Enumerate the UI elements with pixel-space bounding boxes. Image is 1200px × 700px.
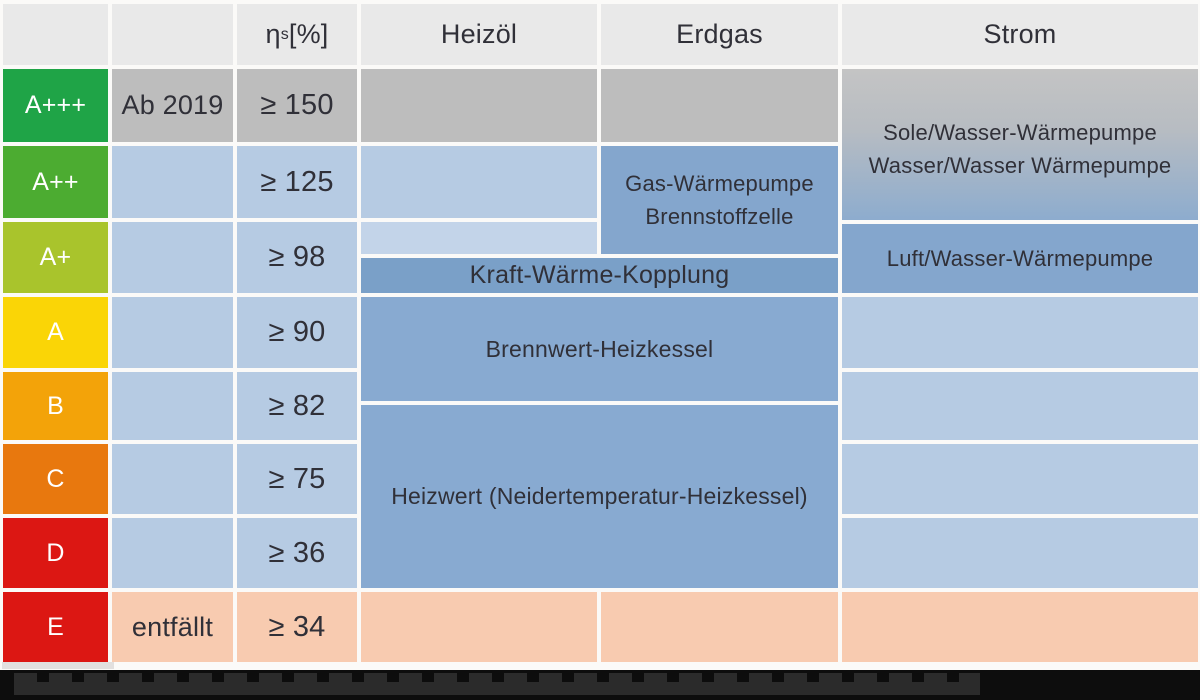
eta-unit: [%] [288, 19, 329, 49]
wasser-wasser-label: Wasser/Wasser Wärmepumpe [868, 153, 1172, 178]
threshold-a++: ≥ 125 [237, 146, 357, 218]
threshold-a+++: ≥ 150 [237, 69, 357, 142]
class-badge-b: B [3, 372, 108, 440]
erdgas-e-empty [601, 592, 838, 662]
header-note-column [112, 4, 233, 65]
heizoel-e-empty [361, 592, 597, 662]
class-badge-e: E [3, 592, 108, 662]
cell-gas-waermepumpe-brennstoffzelle: Gas-Wärmepumpe Brennstoffzelle [601, 146, 838, 254]
heizoel-a+++-empty [361, 69, 597, 142]
header-strom: Strom [842, 4, 1198, 65]
threshold-b: ≥ 82 [237, 372, 357, 440]
strom-c-empty [842, 444, 1198, 514]
eta-subscript: s [280, 25, 289, 43]
cropped-caption-glyph-tops [14, 673, 980, 697]
cell-brennwert-heizkessel: Brennwert-Heizkessel [361, 297, 838, 401]
gas-waermepumpe-label: Gas-Wärmepumpe [625, 171, 814, 196]
note-empty-c [112, 444, 233, 514]
class-badge-a+++: A+++ [3, 69, 108, 142]
header-erdgas: Erdgas [601, 4, 838, 65]
brennstoffzelle-label: Brennstoffzelle [645, 204, 794, 229]
class-badge-a++: A++ [3, 146, 108, 218]
threshold-a+: ≥ 98 [237, 222, 357, 293]
note-empty-a++ [112, 146, 233, 218]
cropped-caption-bar [0, 670, 1200, 700]
threshold-d: ≥ 36 [237, 518, 357, 588]
strom-b-empty [842, 372, 1198, 440]
note-empty-b [112, 372, 233, 440]
header-heizoel: Heizöl [361, 4, 597, 65]
threshold-c: ≥ 75 [237, 444, 357, 514]
note-empty-d [112, 518, 233, 588]
threshold-e: ≥ 34 [237, 592, 357, 662]
heizoel-a++-empty [361, 146, 597, 218]
cell-heizwert-niedertemperatur: Heizwert (Neidertemperatur-Heizkessel) [361, 405, 838, 588]
cell-luft-wasser-waermepumpe: Luft/Wasser-Wärmepumpe [842, 224, 1198, 293]
strom-a-empty [842, 297, 1198, 368]
note-empty-a [112, 297, 233, 368]
heizoel-a+-upper-empty [361, 222, 597, 254]
header-class-column [3, 4, 108, 65]
sole-wasser-label: Sole/Wasser-Wärmepumpe [883, 120, 1157, 145]
strom-d-empty [842, 518, 1198, 588]
class-badge-c: C [3, 444, 108, 514]
class-badge-a: A [3, 297, 108, 368]
erdgas-a+++-empty [601, 69, 838, 142]
note-ab-2019: Ab 2019 [112, 69, 233, 142]
threshold-a: ≥ 90 [237, 297, 357, 368]
eta-symbol: η [265, 19, 281, 49]
strom-e-empty [842, 592, 1198, 662]
note-entfaellt: entfällt [112, 592, 233, 662]
cell-sole-wasser-waermepumpe: Sole/Wasser-Wärmepumpe Wasser/Wasser Wär… [842, 69, 1198, 220]
cell-kraft-waerme-kopplung: Kraft-Wärme-Kopplung [361, 258, 838, 293]
cell-shadow [2, 662, 114, 669]
class-badge-a+: A+ [3, 222, 108, 293]
class-badge-d: D [3, 518, 108, 588]
note-empty-a+ [112, 222, 233, 293]
